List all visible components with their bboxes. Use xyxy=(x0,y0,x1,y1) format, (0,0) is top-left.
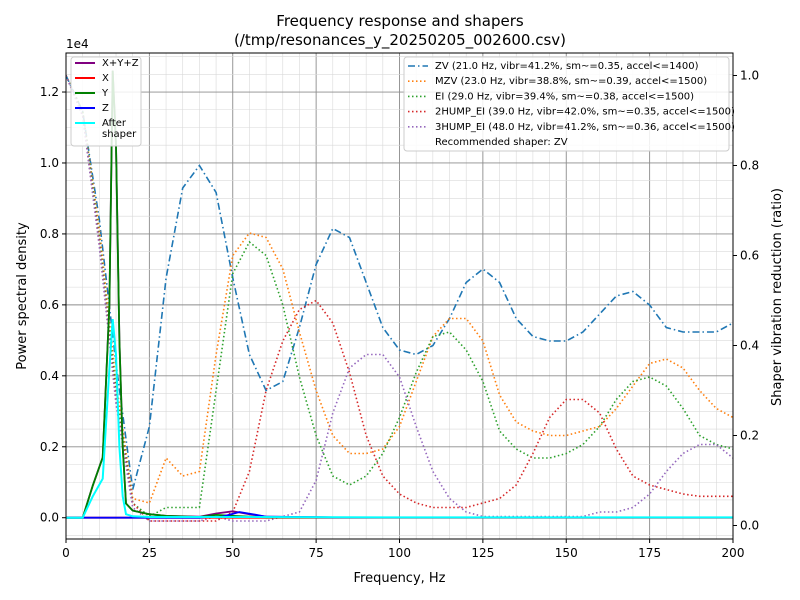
x-tick-label: 175 xyxy=(638,546,661,560)
shaper-curve-zv xyxy=(66,75,733,490)
y2-tick-label: 0.4 xyxy=(740,339,759,353)
shaper-curve-ei xyxy=(66,75,733,518)
y2-tick-label: 0.2 xyxy=(740,429,759,443)
y-tick-label: 0.2 xyxy=(40,440,59,454)
psd-curve-after-shaper xyxy=(66,319,733,519)
y2-tick-label: 1.0 xyxy=(740,69,759,83)
x-tick-label: 125 xyxy=(471,546,494,560)
y-axis-title: Power spectral density xyxy=(15,222,30,370)
x-tick-label: 200 xyxy=(722,546,745,560)
y2-axis-title: Shaper vibration reduction (ratio) xyxy=(770,188,785,406)
legend-label: ZV (21.0 Hz, vibr=41.2%, sm~=0.35, accel… xyxy=(435,61,699,72)
series-layer xyxy=(66,70,733,522)
legend-label: Recommended shaper: ZV xyxy=(435,137,568,148)
y-tick-label: 1.2 xyxy=(40,85,59,99)
x-tick-label: 100 xyxy=(388,546,411,560)
legend-label: Y xyxy=(101,88,109,99)
legend-label: Z xyxy=(102,103,109,114)
legend-label: shaper xyxy=(102,129,137,140)
legend-label: 3HUMP_EI (48.0 Hz, vibr=41.2%, sm~=0.36,… xyxy=(435,122,735,133)
y-offset-text: 1e4 xyxy=(66,37,89,51)
chart-title-line1: Frequency response and shapers xyxy=(276,12,524,30)
legend-label: X+Y+Z xyxy=(102,58,139,69)
y-tick-label: 0.8 xyxy=(40,227,59,241)
y2-tick-label: 0.6 xyxy=(740,249,759,263)
y-tick-label: 0.4 xyxy=(40,369,59,383)
shaper-curve-mzv xyxy=(66,75,733,504)
y-tick-label: 0.0 xyxy=(40,511,59,525)
legend-label: X xyxy=(102,73,109,84)
x-tick-label: 75 xyxy=(308,546,323,560)
y2-tick-label: 0.8 xyxy=(740,159,759,173)
legend-label: EI (29.0 Hz, vibr=39.4%, sm~=0.38, accel… xyxy=(435,91,694,102)
x-axis-title: Frequency, Hz xyxy=(353,571,445,586)
x-axis-ticks: 0 25 50 75 100 125 150 175 200 xyxy=(62,539,744,560)
x-tick-label: 0 xyxy=(62,546,70,560)
x-tick-label: 50 xyxy=(225,546,240,560)
y2-tick-label: 0.0 xyxy=(740,519,759,533)
legend-right-box xyxy=(403,56,730,152)
legend-label: MZV (23.0 Hz, vibr=38.8%, sm~=0.39, acce… xyxy=(435,76,707,87)
shaper-curve-2hump-ei xyxy=(66,75,733,522)
y-tick-label: 1.0 xyxy=(40,156,59,170)
chart-title-line2: (/tmp/resonances_y_20250205_002600.csv) xyxy=(234,31,566,50)
x-tick-label: 150 xyxy=(555,546,578,560)
y-axis-ticks: 0.0 0.2 0.4 0.6 0.8 1.0 1.2 xyxy=(40,85,66,525)
legend-label: After xyxy=(102,118,127,129)
y2-axis-ticks: 0.0 0.2 0.4 0.6 0.8 1.0 xyxy=(733,69,759,533)
legend-right: ZV (21.0 Hz, vibr=41.2%, sm~=0.35, accel… xyxy=(403,56,735,152)
x-tick-label: 25 xyxy=(142,546,157,560)
legend-label: 2HUMP_EI (39.0 Hz, vibr=42.0%, sm~=0.35,… xyxy=(435,107,735,118)
y-tick-label: 0.6 xyxy=(40,298,59,312)
